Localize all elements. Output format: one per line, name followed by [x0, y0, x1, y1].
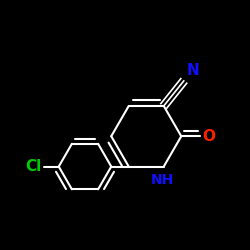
Text: N: N	[187, 63, 200, 78]
Text: Cl: Cl	[26, 159, 42, 174]
Text: O: O	[202, 129, 215, 144]
Text: NH: NH	[151, 173, 174, 187]
